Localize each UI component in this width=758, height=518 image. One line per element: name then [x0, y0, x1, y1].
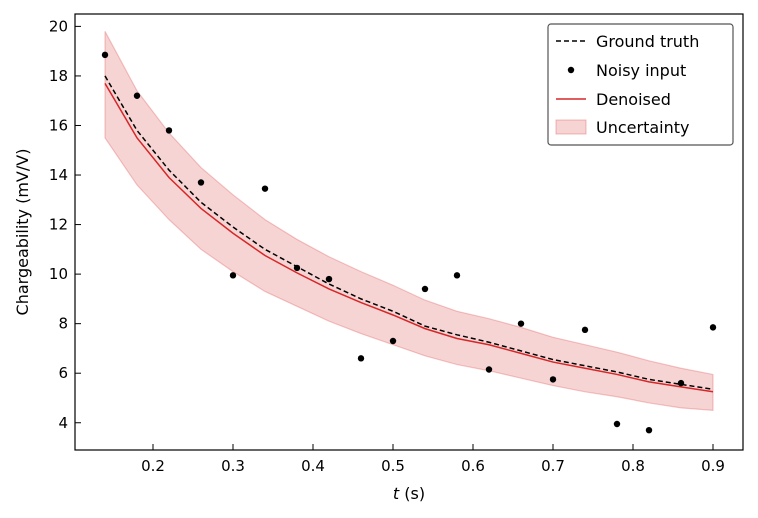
- noisy-point: [197, 179, 205, 186]
- uncertainty-band: [104, 31, 714, 412]
- noisy-point: [517, 320, 525, 327]
- legend: Ground truth Noisy input Denoised Uncert…: [547, 23, 734, 146]
- y-tick-label: 14: [49, 166, 68, 184]
- noisy-point: [229, 272, 237, 279]
- legend-label-ground-truth: Ground truth: [596, 32, 699, 51]
- x-tick-label: 0.6: [461, 457, 485, 475]
- y-tick-label: 12: [49, 216, 68, 234]
- plot-area: [101, 31, 717, 434]
- x-tick-label: 0.3: [221, 457, 245, 475]
- noisy-point: [581, 326, 589, 334]
- noisy-point: [485, 366, 493, 373]
- noisy-point: [421, 285, 429, 293]
- x-tick-label: 0.5: [381, 457, 405, 475]
- x-tick-label: 0.2: [141, 457, 165, 475]
- noisy-point: [357, 355, 365, 362]
- y-tick-label: 6: [58, 364, 68, 382]
- noisy-point: [453, 272, 461, 279]
- ground-truth-line: [104, 75, 714, 391]
- legend-box: [547, 23, 734, 146]
- noisy-point: [645, 426, 653, 434]
- legend-swatch-noisy-input: [567, 66, 575, 74]
- x-tick-label: 0.8: [621, 457, 645, 475]
- plot-frame: [74, 13, 744, 451]
- y-tick-label: 10: [49, 265, 68, 283]
- noisy-point: [613, 420, 621, 428]
- denoised-line: [104, 82, 714, 393]
- x-axis-label: t (s): [393, 484, 425, 503]
- x-axis-ticks: 0.2 0.3 0.4 0.5 0.6 0.7 0.8 0.9: [141, 444, 725, 475]
- y-axis-ticks: 4 6 8 10 12 14 16 18 20: [49, 17, 81, 432]
- legend-label-uncertainty: Uncertainty: [596, 118, 689, 137]
- noisy-point: [549, 376, 557, 383]
- legend-label-denoised: Denoised: [596, 90, 671, 109]
- noisy-point: [389, 337, 397, 345]
- noisy-point: [293, 264, 301, 272]
- legend-label-noisy-input: Noisy input: [596, 61, 686, 80]
- noisy-point: [677, 379, 685, 387]
- noisy-point: [261, 185, 269, 192]
- noisy-point: [709, 324, 717, 331]
- noisy-point: [165, 127, 173, 134]
- noisy-point: [325, 275, 333, 283]
- y-tick-label: 20: [49, 17, 68, 35]
- noisy-input-points: [101, 51, 717, 434]
- x-tick-label: 0.9: [701, 457, 725, 475]
- y-tick-label: 8: [58, 315, 68, 333]
- y-axis-label: Chargeability (mV/V): [13, 149, 32, 316]
- noisy-point: [101, 51, 109, 59]
- y-tick-label: 18: [49, 67, 68, 85]
- y-tick-label: 16: [49, 116, 68, 134]
- noisy-point: [133, 92, 141, 99]
- y-tick-label: 4: [58, 414, 68, 432]
- legend-swatch-uncertainty: [555, 119, 587, 135]
- x-tick-label: 0.7: [541, 457, 565, 475]
- x-tick-label: 0.4: [301, 457, 325, 475]
